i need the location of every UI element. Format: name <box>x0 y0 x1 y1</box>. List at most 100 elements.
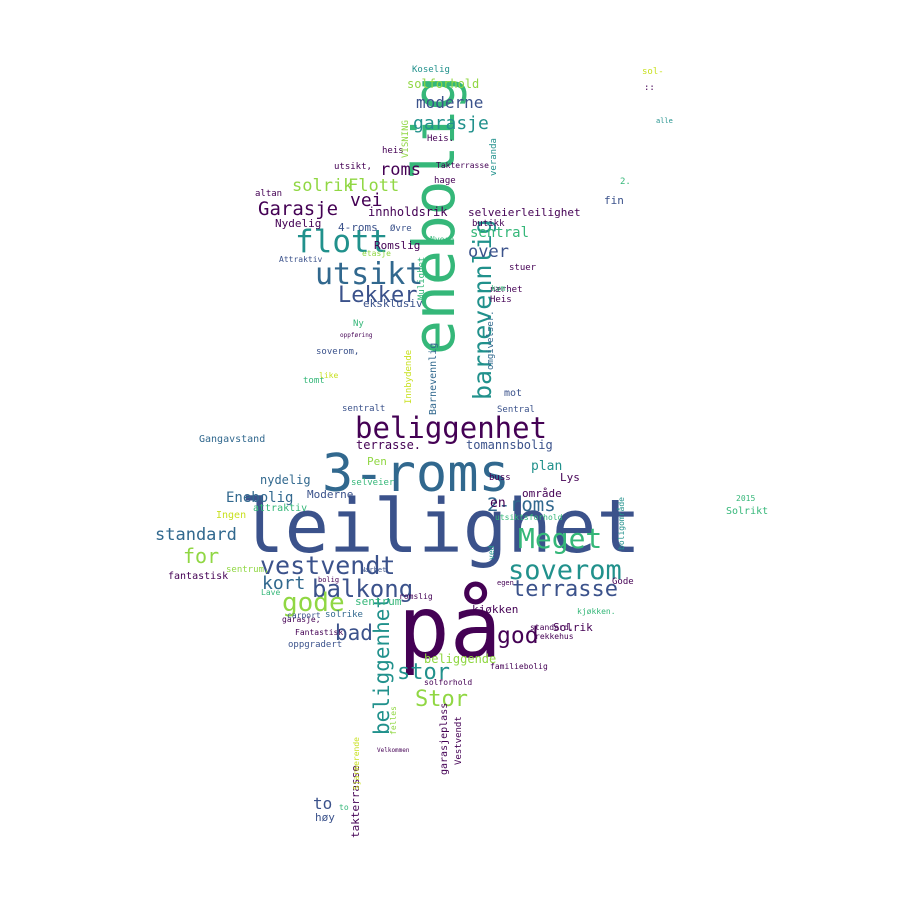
word: sol- <box>642 67 664 77</box>
word: beliggende <box>424 652 497 666</box>
word: romslig <box>399 592 433 601</box>
word: boligområde <box>617 497 626 550</box>
word: 2015 <box>736 494 756 503</box>
word: på <box>398 578 502 678</box>
word: garasje, <box>282 615 321 624</box>
word: soverom, <box>316 347 360 357</box>
word: veranda <box>489 138 499 176</box>
word: en <box>490 496 506 511</box>
word: Nærhet <box>361 566 387 574</box>
word: Flott <box>348 176 400 196</box>
word: Moderne <box>307 488 354 501</box>
word: mot <box>504 388 523 399</box>
word: Gangavstand <box>199 434 266 445</box>
word: Heis. <box>427 134 455 144</box>
word: Stor <box>415 687 468 712</box>
word: Nyere <box>430 235 455 244</box>
word: bolig <box>318 576 340 584</box>
word: 3-roms <box>322 444 510 504</box>
word: rekkehus <box>535 632 574 641</box>
word: Takterrasse <box>436 161 489 170</box>
word: leilighet <box>240 484 641 570</box>
word: Solrikt <box>726 506 769 517</box>
word: kvm. <box>491 284 511 293</box>
word: gode <box>282 588 345 618</box>
word: roms <box>380 160 421 180</box>
word: VISNING <box>401 120 411 158</box>
word: flott <box>295 224 389 260</box>
word: altan <box>255 189 283 199</box>
word: kjøkken <box>472 603 519 616</box>
word: 4-roms <box>338 221 378 234</box>
word: ved <box>487 545 496 560</box>
word: standard <box>155 525 237 545</box>
word: stuer <box>509 263 537 273</box>
word: fin <box>604 194 624 207</box>
word: carport <box>287 611 321 620</box>
word: oppgradert <box>288 640 343 650</box>
word: garasjeplass <box>439 702 450 775</box>
word: 2. <box>620 177 631 187</box>
word: for <box>183 544 220 568</box>
word: attraktiv <box>253 503 308 514</box>
word: sentrum, <box>226 565 270 575</box>
word: garasje <box>413 113 489 134</box>
word: terrasse <box>512 577 618 602</box>
word: nydelig <box>260 473 311 487</box>
word: sentrum <box>355 595 402 608</box>
word: :: <box>644 83 655 93</box>
word: Romslig <box>374 239 421 252</box>
word: Mulighet <box>417 256 427 300</box>
word: Lekker <box>338 283 418 308</box>
word: sentralt <box>342 404 386 414</box>
word: Innbydende <box>404 349 414 404</box>
word: tomannsbolig <box>466 438 553 452</box>
word: 2-roms <box>487 494 556 516</box>
word: to <box>339 803 349 812</box>
word: Vestvendt <box>454 716 464 765</box>
word: beliggenhet <box>355 411 548 445</box>
word: eksklusiv <box>363 297 423 310</box>
word: moderne <box>416 93 484 112</box>
word: oppføring <box>340 332 373 339</box>
word: terrasse. <box>356 438 422 452</box>
word: Solrik <box>553 621 593 634</box>
word: solrike <box>325 610 363 620</box>
word: Sentral <box>497 405 535 415</box>
word: stor <box>397 660 450 685</box>
word: kjøkken. <box>577 607 616 616</box>
word: Koselig <box>412 65 450 75</box>
word: Enebolig <box>226 490 294 506</box>
word: Øvre <box>390 224 412 234</box>
word: Fantastisk <box>295 628 344 637</box>
word: buss <box>489 473 511 483</box>
word: Nydelig <box>275 217 322 230</box>
word: Lys <box>560 471 580 484</box>
word: balkong <box>312 575 414 603</box>
word: heis <box>382 146 404 156</box>
word: Sjarmerende <box>352 737 361 790</box>
word: Lave <box>261 588 281 597</box>
word: solforhold <box>407 77 480 91</box>
word: over <box>468 242 509 262</box>
word: hage <box>434 176 456 186</box>
word: solforhold <box>424 678 473 687</box>
word: utsiktsforhold <box>495 513 563 522</box>
word: Pen <box>367 455 387 468</box>
word: omgivelser. <box>486 310 496 370</box>
word: to <box>313 794 333 813</box>
word: egen <box>497 579 514 587</box>
word: selveier <box>351 478 395 488</box>
word: butikk <box>472 219 505 229</box>
word: utsikt, <box>334 162 372 172</box>
word: sentral <box>470 225 530 241</box>
word: vei <box>350 190 383 211</box>
word: bad <box>335 621 373 645</box>
word: fantastisk <box>168 571 229 582</box>
word: vestvendt <box>260 551 396 580</box>
word: god <box>497 623 539 649</box>
word: plan <box>531 459 563 474</box>
word: Garasje <box>258 198 339 220</box>
word: Barnevennlig <box>428 342 439 415</box>
word: soverom <box>508 555 622 586</box>
